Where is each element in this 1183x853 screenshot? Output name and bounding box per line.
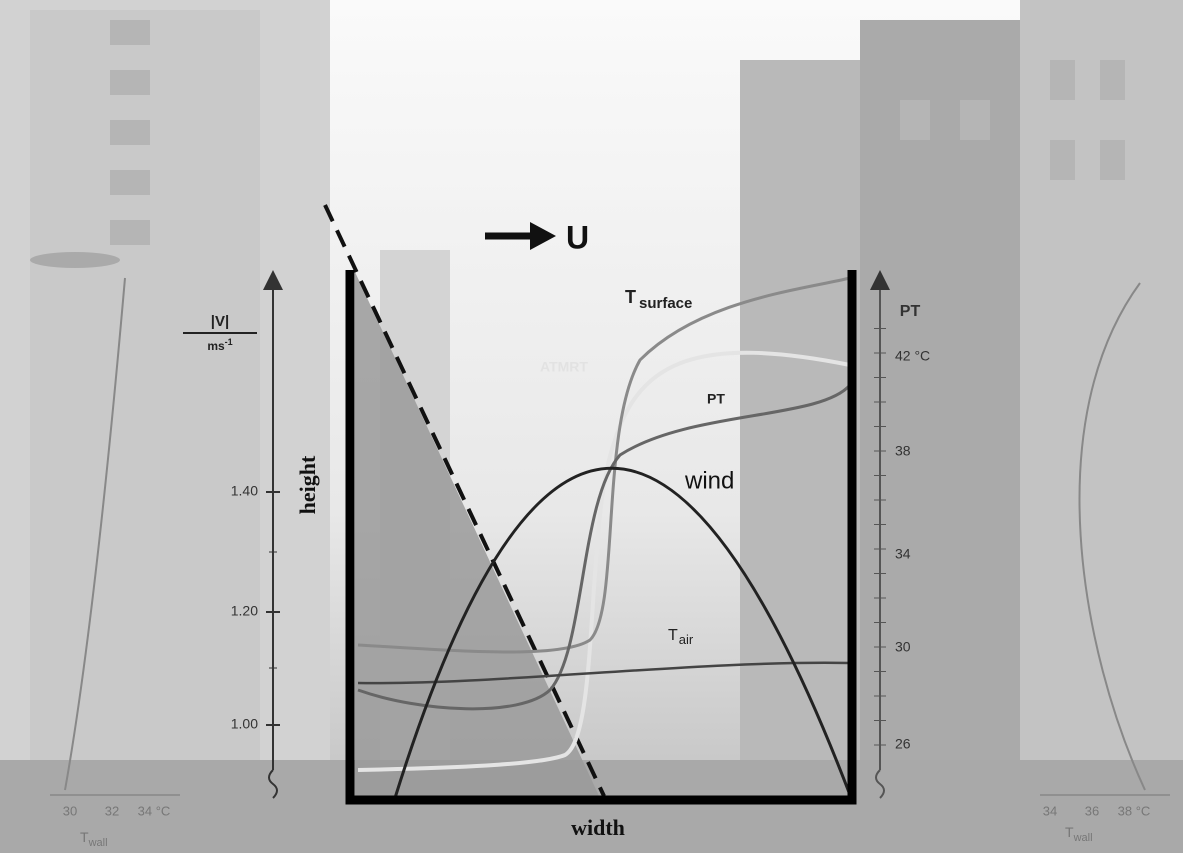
y-tick-label: 1.20 [231, 603, 258, 619]
page: U Tsurface ATMRT PT wind Tair |V| ms-1 h… [0, 0, 1183, 853]
wall-tick-label: 36 [1085, 803, 1099, 818]
atmrt-label: ATMRT [540, 359, 588, 375]
background [0, 0, 1183, 853]
arrow-label: U [566, 219, 589, 255]
left-axis-title: height [295, 455, 320, 514]
y-tick-label: 42 °C [895, 348, 930, 364]
left-unit-top: |V| [211, 313, 229, 330]
wall-tick-label: 34 [1043, 803, 1057, 818]
figure: U Tsurface ATMRT PT wind Tair |V| ms-1 h… [0, 0, 1183, 853]
wall-tick-label: 32 [105, 803, 119, 818]
y-tick-label: 1.00 [231, 716, 258, 732]
wall-tick-label: 34 °C [138, 803, 171, 818]
x-label: width [571, 815, 625, 840]
wind-label: wind [684, 467, 734, 494]
wall-tick-label: 30 [63, 803, 77, 818]
pt-label: PT [707, 391, 725, 407]
right-axis-title: PT [900, 303, 921, 320]
y-tick-label: 34 [895, 546, 911, 562]
wall-tick-label: 38 °C [1118, 803, 1151, 818]
y-tick-label: 26 [895, 736, 911, 752]
y-tick-label: 30 [895, 639, 911, 655]
y-tick-label: 1.40 [231, 483, 258, 499]
y-tick-label: 38 [895, 443, 911, 459]
